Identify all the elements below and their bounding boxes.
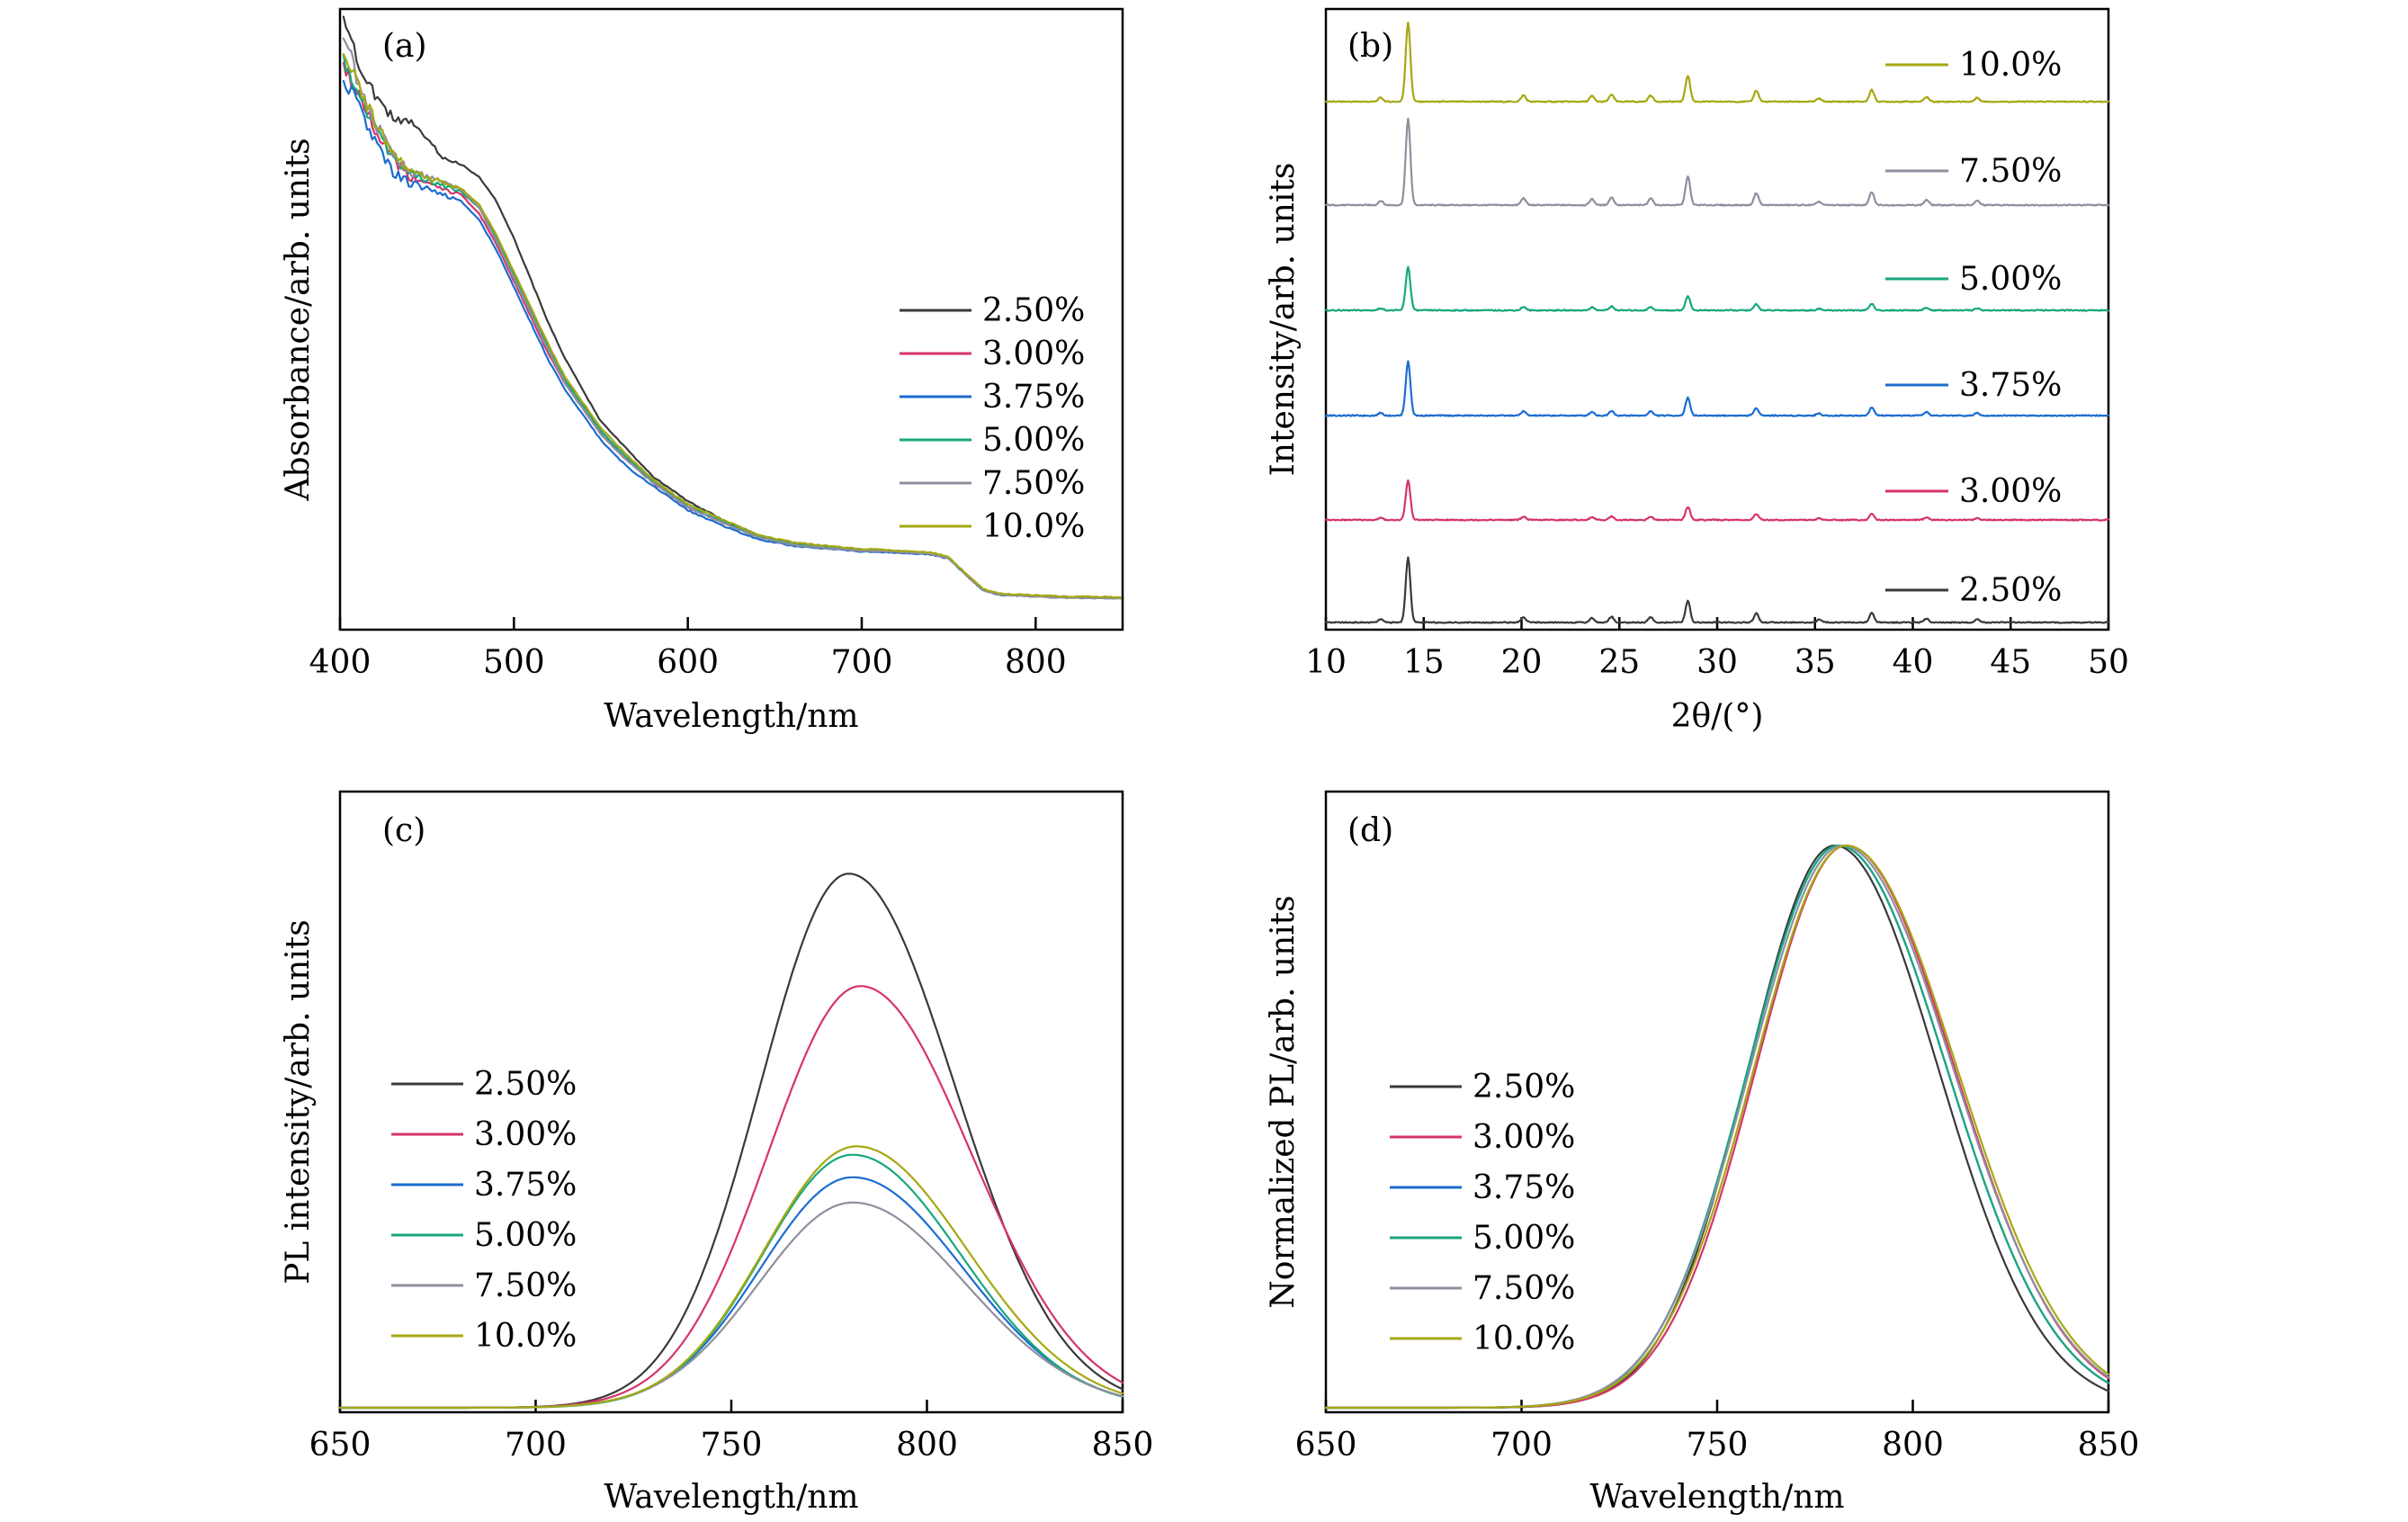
panel-c-xlabel: Wavelength/nm bbox=[604, 1479, 858, 1516]
panel-b-x-tick-label: 15 bbox=[1403, 644, 1445, 681]
panel-c-series-2.50% bbox=[338, 873, 1124, 1410]
panel-c-x-tick-label: 850 bbox=[1092, 1427, 1154, 1464]
panel-b-legend-label: 7.50% bbox=[1959, 153, 2062, 190]
panel-a-x-tick-label: 800 bbox=[1005, 644, 1067, 681]
panel-c-series-3.75% bbox=[338, 1176, 1124, 1410]
panel-d-x-tick-label: 700 bbox=[1490, 1427, 1553, 1464]
panel-b-series bbox=[1324, 22, 2110, 624]
panel-d-xlabel: Wavelength/nm bbox=[1589, 1479, 1844, 1516]
panel-b-x-tick-label: 40 bbox=[1893, 644, 1934, 681]
panel-b-xlabel: 2θ/(°) bbox=[1671, 698, 1764, 735]
panel-b-x-tick-label: 20 bbox=[1501, 644, 1543, 681]
panel-b-series-10.0% bbox=[1324, 22, 2110, 103]
panel-c-series-10.0% bbox=[338, 1145, 1124, 1410]
panel-d-series-2.50% bbox=[1324, 844, 2110, 1410]
panel-a-series-7.50% bbox=[342, 37, 1123, 600]
panel-d-ylabel: Normalized PL/arb. units bbox=[1265, 895, 1302, 1308]
panel-c-legend-label: 3.00% bbox=[474, 1116, 577, 1153]
panel-a-legend-label: 5.00% bbox=[982, 422, 1085, 459]
panel-d-legend: 2.50% 3.00% 3.75% 5.00% 7.50% 10.0% bbox=[1390, 1069, 1575, 1357]
panel-c-legend-label: 7.50% bbox=[474, 1267, 577, 1304]
panel-a-x-tick-label: 700 bbox=[831, 644, 893, 681]
panel-d-x-tick-label: 750 bbox=[1687, 1427, 1749, 1464]
panel-c-x-tick-label: 650 bbox=[309, 1427, 371, 1464]
panel-a-series bbox=[342, 15, 1123, 600]
panel-b-x-tick-label: 50 bbox=[2088, 644, 2129, 681]
panel-c-legend-label: 10.0% bbox=[474, 1318, 577, 1355]
panel-b-x-tick-label: 45 bbox=[1990, 644, 2031, 681]
panel-b-tag: (b) bbox=[1347, 28, 1393, 65]
panel-d-series-3.75% bbox=[1324, 844, 2110, 1410]
panel-c-x-tick-label: 750 bbox=[701, 1427, 763, 1464]
panel-a-absorbance: 400 500 600 700 800 2.50% 3.00% 3.75% 5.00% 7.50… bbox=[280, 7, 1124, 735]
panel-d-normalized-pl: 650 700 750 800 850 2.50% 3.00% 3.75% 5.00% 7.50… bbox=[1265, 790, 2140, 1516]
panel-c-x-ticks: 650 700 750 800 850 bbox=[309, 1400, 1154, 1464]
panel-d-legend-label: 5.00% bbox=[1473, 1220, 1575, 1257]
panel-a-x-tick-label: 500 bbox=[483, 644, 545, 681]
panel-b-x-tick-label: 25 bbox=[1598, 644, 1640, 681]
panel-c-legend-label: 2.50% bbox=[474, 1066, 577, 1103]
panel-d-series-7.50% bbox=[1324, 844, 2110, 1410]
panel-c-x-tick-label: 700 bbox=[505, 1427, 567, 1464]
panel-c-tag: (c) bbox=[382, 812, 425, 849]
panel-a-tag: (a) bbox=[382, 28, 427, 65]
panel-d-tag: (d) bbox=[1347, 812, 1393, 849]
panel-a-legend-label: 3.00% bbox=[982, 336, 1085, 372]
panel-d-frame bbox=[1324, 790, 2110, 1414]
panel-a-legend: 2.50% 3.00% 3.75% 5.00% 7.50% 10.0% bbox=[900, 292, 1085, 545]
panel-a-legend-label: 2.50% bbox=[982, 292, 1085, 329]
panel-d-series-5.00% bbox=[1324, 844, 2110, 1410]
panel-d-x-ticks: 650 700 750 800 850 bbox=[1295, 1400, 2140, 1464]
panel-a-frame bbox=[338, 7, 1124, 631]
panel-c-legend-label: 5.00% bbox=[474, 1217, 577, 1254]
panel-b-series-2.50% bbox=[1324, 556, 2110, 624]
panel-c-pl: 650 700 750 800 850 2.50% 3.00% 3.75% 5.00% 7.50… bbox=[280, 790, 1154, 1516]
panel-c-legend-label: 3.75% bbox=[474, 1167, 577, 1204]
panel-b-series-7.50% bbox=[1324, 117, 2110, 207]
panel-a-x-tick-label: 400 bbox=[309, 644, 371, 681]
panel-b-legend-label: 5.00% bbox=[1959, 261, 2062, 298]
panel-b-legend-label: 2.50% bbox=[1959, 572, 2062, 609]
panel-d-x-tick-label: 800 bbox=[1882, 1427, 1944, 1464]
panel-d-legend-label: 7.50% bbox=[1473, 1270, 1575, 1307]
panel-b-legend-label: 10.0% bbox=[1959, 47, 2062, 84]
panel-b-legend-label: 3.00% bbox=[1959, 473, 2062, 510]
panel-c-series bbox=[338, 873, 1124, 1410]
panel-a-legend-label: 10.0% bbox=[982, 508, 1085, 545]
panel-b-series-3.75% bbox=[1324, 360, 2110, 417]
panel-b-x-tick-label: 10 bbox=[1305, 644, 1347, 681]
panel-c-series-3.00% bbox=[338, 985, 1124, 1410]
panel-a-legend-label: 7.50% bbox=[982, 465, 1085, 502]
panel-a-series-10.0% bbox=[342, 52, 1123, 599]
panel-b-legend: 10.0% 7.50% 5.00% 3.75% 3.00% 2.50% bbox=[1885, 47, 2062, 609]
panel-b-legend-label: 3.75% bbox=[1959, 367, 2062, 404]
panel-c-legend: 2.50% 3.00% 3.75% 5.00% 7.50% 10.0% bbox=[391, 1066, 577, 1355]
panel-d-legend-label: 3.75% bbox=[1473, 1169, 1575, 1206]
panel-d-series bbox=[1324, 844, 2110, 1410]
panel-d-series-3.00% bbox=[1324, 844, 2110, 1410]
panel-b-x-tick-label: 35 bbox=[1795, 644, 1836, 681]
panel-b-ylabel: Intensity/arb. units bbox=[1265, 163, 1302, 477]
panel-a-ylabel: Absorbance/arb. units bbox=[280, 138, 317, 501]
panel-b-xrd: 10 15 20 25 30 35 40 45 50 10.0% 7.50% 5.00% 3.75% 3… bbox=[1265, 7, 2129, 735]
panel-d-x-tick-label: 650 bbox=[1295, 1427, 1357, 1464]
panel-c-ylabel: PL intensity/arb. units bbox=[280, 919, 317, 1285]
panel-b-series-3.00% bbox=[1324, 479, 2110, 522]
panel-b-x-ticks: 10 15 20 25 30 35 40 45 50 bbox=[1305, 617, 2129, 681]
panel-d-series-10.0% bbox=[1324, 844, 2110, 1410]
panel-a-xlabel: Wavelength/nm bbox=[604, 698, 858, 735]
panel-b-x-tick-label: 30 bbox=[1696, 644, 1738, 681]
panel-d-legend-label: 10.0% bbox=[1473, 1321, 1575, 1357]
panel-d-x-tick-label: 850 bbox=[2078, 1427, 2140, 1464]
panel-b-series-5.00% bbox=[1324, 265, 2110, 312]
panel-d-legend-label: 3.00% bbox=[1473, 1119, 1575, 1156]
panel-a-x-ticks: 400 500 600 700 800 bbox=[309, 617, 1067, 681]
panel-d-legend-label: 2.50% bbox=[1473, 1069, 1575, 1106]
panel-c-x-tick-label: 800 bbox=[896, 1427, 958, 1464]
panel-a-x-tick-label: 600 bbox=[657, 644, 719, 681]
panel-a-legend-label: 3.75% bbox=[982, 379, 1085, 416]
panel-c-series-5.00% bbox=[338, 1153, 1124, 1410]
